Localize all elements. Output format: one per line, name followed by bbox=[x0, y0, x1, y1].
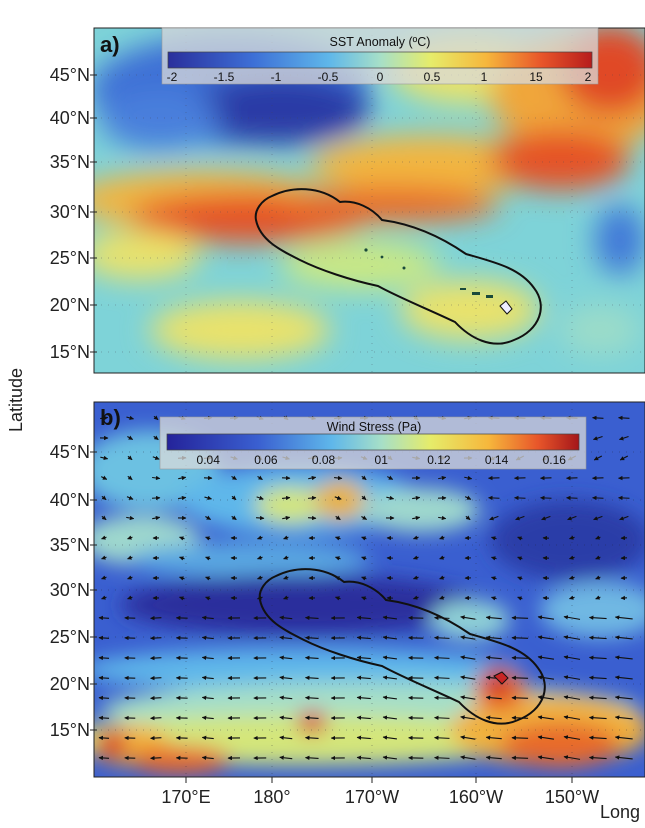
wind-vector bbox=[99, 678, 109, 679]
wind-vector bbox=[308, 518, 316, 519]
wind-vector bbox=[435, 658, 450, 659]
a-colorbar-label: -0.5 bbox=[318, 70, 339, 84]
wind-vector bbox=[593, 498, 604, 499]
wind-vector bbox=[99, 738, 109, 739]
lon-tick: 150°W bbox=[545, 787, 599, 807]
b-colorbar-label: 0.16 bbox=[543, 453, 567, 467]
colorbar-b-title: Wind Stress (Pa) bbox=[327, 420, 421, 434]
a-lat-tick: 40°N bbox=[50, 108, 90, 128]
wind-vector bbox=[152, 498, 160, 499]
panel-b-letter: b) bbox=[100, 405, 121, 430]
wind-vector bbox=[99, 638, 109, 639]
a-colorbar-label: 1 bbox=[481, 70, 488, 84]
wind-vector bbox=[151, 678, 162, 679]
wind-vector bbox=[512, 758, 528, 759]
wind-vector bbox=[435, 758, 450, 759]
wind-vector bbox=[151, 618, 162, 619]
colorbar-a: SST Anomaly (ºC) -2 -1.5 -1 -0.5 0 0.5 1 15 2 bbox=[162, 28, 598, 84]
b-lat-tick: 40°N bbox=[50, 490, 90, 510]
wind-vector bbox=[151, 698, 162, 699]
a-colorbar-label: 2 bbox=[585, 70, 592, 84]
wind-vector bbox=[435, 638, 450, 639]
panel-b: Wind Stress (Pa) 0.04 0.06 0.08 01 0.12 0.14 0… bbox=[50, 402, 645, 777]
b-colorbar-label: 0.08 bbox=[312, 453, 336, 467]
lon-tick: 160°W bbox=[449, 787, 503, 807]
a-lat-tick: 20°N bbox=[50, 295, 90, 315]
colorbar-a-title: SST Anomaly (ºC) bbox=[330, 35, 431, 49]
wind-vector bbox=[151, 758, 162, 759]
a-lat-tick: 35°N bbox=[50, 152, 90, 172]
wind-vector bbox=[151, 718, 162, 719]
lat-ticks-b: 45°N 40°N 35°N 30°N 25°N 20°N 15°N bbox=[50, 442, 97, 740]
wind-vector bbox=[435, 738, 450, 739]
y-axis-label: Latitude bbox=[6, 368, 26, 432]
wind-vector bbox=[489, 498, 500, 499]
lon-tick: 170°E bbox=[161, 787, 210, 807]
a-colorbar-label: 0 bbox=[377, 70, 384, 84]
b-lat-tick: 30°N bbox=[50, 580, 90, 600]
wind-vector bbox=[512, 738, 528, 739]
wind-vector bbox=[99, 718, 109, 719]
a-colorbar-label: 0.5 bbox=[424, 70, 441, 84]
a-lat-tick: 15°N bbox=[50, 342, 90, 362]
wind-vector bbox=[541, 498, 552, 499]
wind-vector bbox=[99, 758, 109, 759]
wind-vector bbox=[512, 698, 528, 699]
wind-vector bbox=[515, 498, 526, 499]
b-lat-tick: 35°N bbox=[50, 535, 90, 555]
b-colorbar-label: 0.14 bbox=[485, 453, 509, 467]
wind-vector bbox=[435, 718, 450, 719]
wind-vector bbox=[151, 658, 162, 659]
x-axis-label: Long bbox=[600, 802, 640, 822]
a-colorbar-label: -1.5 bbox=[214, 70, 235, 84]
wind-vector bbox=[151, 638, 162, 639]
colorbar-b: Wind Stress (Pa) 0.04 0.06 0.08 01 0.12 0.14 0… bbox=[160, 417, 586, 469]
wind-vector bbox=[435, 698, 450, 699]
wind-vector bbox=[99, 698, 109, 699]
b-colorbar-label: 0.06 bbox=[254, 453, 278, 467]
panel-a-letter: a) bbox=[100, 32, 120, 57]
wind-vector bbox=[593, 418, 604, 419]
a-lat-tick: 25°N bbox=[50, 248, 90, 268]
b-colorbar-label: 01 bbox=[375, 453, 389, 467]
b-lat-tick: 20°N bbox=[50, 674, 90, 694]
b-colorbar-label: 0.04 bbox=[197, 453, 221, 467]
wind-vector bbox=[256, 518, 264, 519]
b-lat-tick: 25°N bbox=[50, 627, 90, 647]
lat-ticks-a: 45°N 40°N 35°N 30°N 25°N 20°N 15°N bbox=[50, 65, 97, 362]
panel-a: SST Anomaly (ºC) -2 -1.5 -1 -0.5 0 0.5 1 15 2 a)… bbox=[50, 25, 645, 373]
wind-vector bbox=[619, 418, 630, 419]
wind-vector bbox=[512, 618, 528, 619]
wind-vector bbox=[99, 658, 109, 659]
b-lat-tick: 45°N bbox=[50, 442, 90, 462]
lon-ticks: 170°E 180° 170°W 160°W 150°W bbox=[161, 777, 599, 807]
wind-vector bbox=[308, 498, 316, 499]
a-colorbar-label: 15 bbox=[529, 70, 543, 84]
wind-vector bbox=[99, 618, 109, 619]
wind-vector bbox=[512, 638, 528, 639]
b-colorbar-label: 0.12 bbox=[427, 453, 451, 467]
a-lat-tick: 45°N bbox=[50, 65, 90, 85]
wind-vector bbox=[512, 658, 528, 659]
wind-vector bbox=[512, 678, 528, 679]
wind-vector bbox=[619, 498, 630, 499]
wind-vector bbox=[567, 498, 578, 499]
a-colorbar-label: -2 bbox=[167, 70, 178, 84]
wind-vector bbox=[435, 678, 450, 679]
wind-vector bbox=[151, 738, 162, 739]
lon-tick: 180° bbox=[253, 787, 290, 807]
b-lat-tick: 15°N bbox=[50, 720, 90, 740]
a-colorbar-label: -1 bbox=[271, 70, 282, 84]
a-lat-tick: 30°N bbox=[50, 202, 90, 222]
lon-tick: 170°W bbox=[345, 787, 399, 807]
